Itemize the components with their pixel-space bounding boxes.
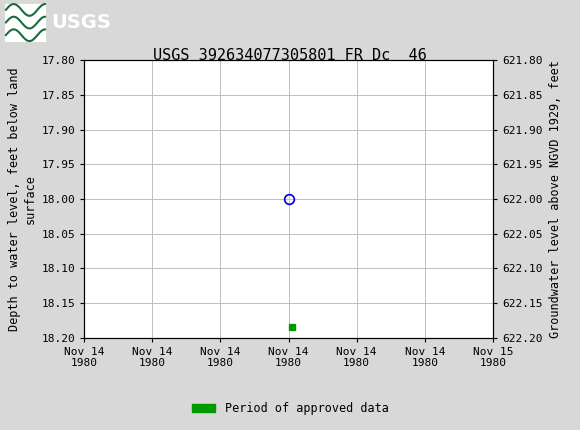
Text: USGS: USGS: [51, 13, 111, 32]
Legend: Period of approved data: Period of approved data: [187, 397, 393, 420]
Y-axis label: Groundwater level above NGVD 1929, feet: Groundwater level above NGVD 1929, feet: [549, 60, 563, 338]
Text: USGS 392634077305801 FR Dc  46: USGS 392634077305801 FR Dc 46: [153, 48, 427, 62]
FancyBboxPatch shape: [5, 3, 46, 42]
Y-axis label: Depth to water level, feet below land
surface: Depth to water level, feet below land su…: [8, 67, 37, 331]
